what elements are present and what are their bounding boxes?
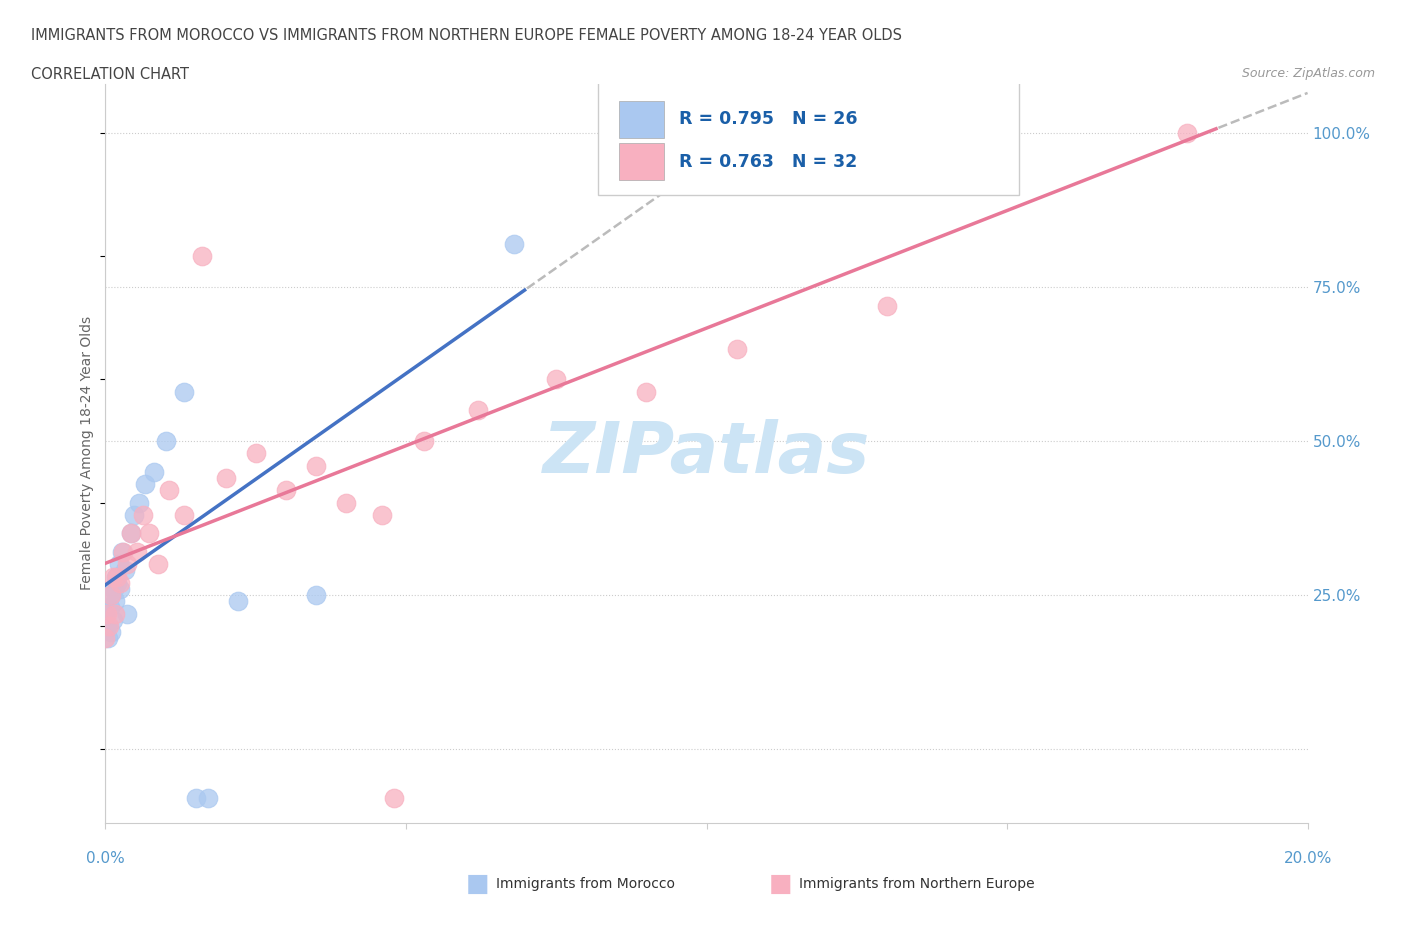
- Point: [132, 508, 155, 523]
- Point: [125, 545, 148, 560]
- Text: 0.0%: 0.0%: [86, 851, 125, 866]
- Point: [245, 446, 267, 461]
- Point: [173, 508, 195, 523]
- Point: [371, 508, 394, 523]
- Point: [120, 526, 142, 541]
- Point: [100, 588, 122, 603]
- Point: [107, 569, 129, 584]
- Point: [110, 581, 132, 596]
- Point: [413, 433, 436, 448]
- Point: [305, 458, 328, 473]
- Point: [98, 618, 121, 633]
- Point: [984, 156, 1007, 171]
- Point: [124, 508, 146, 523]
- Point: [104, 594, 127, 609]
- Point: [382, 790, 405, 805]
- Point: [546, 372, 568, 387]
- Point: [96, 606, 118, 621]
- Point: [197, 790, 219, 805]
- Point: [98, 600, 121, 615]
- Point: [112, 545, 135, 560]
- Point: [138, 526, 160, 541]
- Point: [107, 557, 129, 572]
- Point: [94, 631, 117, 645]
- Point: [114, 563, 136, 578]
- Point: [103, 581, 125, 596]
- Point: [115, 557, 138, 572]
- Point: [335, 495, 357, 510]
- Bar: [619, 143, 665, 180]
- Point: [96, 618, 118, 633]
- Text: ■: ■: [769, 871, 792, 896]
- Text: R = 0.763   N = 32: R = 0.763 N = 32: [679, 153, 858, 171]
- Point: [190, 249, 212, 264]
- Bar: [619, 100, 665, 138]
- Point: [1175, 126, 1198, 140]
- Point: [876, 298, 898, 312]
- Point: [226, 594, 249, 609]
- Text: 20.0%: 20.0%: [1284, 851, 1331, 866]
- Point: [128, 495, 150, 510]
- Point: [503, 236, 526, 251]
- Point: [155, 433, 177, 448]
- Y-axis label: Female Poverty Among 18-24 Year Olds: Female Poverty Among 18-24 Year Olds: [80, 316, 94, 591]
- Point: [101, 612, 124, 627]
- Point: [157, 483, 180, 498]
- Text: ■: ■: [467, 871, 489, 896]
- Text: Immigrants from Morocco: Immigrants from Morocco: [496, 876, 675, 891]
- Point: [104, 606, 127, 621]
- Point: [100, 588, 122, 603]
- Point: [184, 790, 207, 805]
- Text: IMMIGRANTS FROM MOROCCO VS IMMIGRANTS FROM NORTHERN EUROPE FEMALE POVERTY AMONG : IMMIGRANTS FROM MOROCCO VS IMMIGRANTS FR…: [31, 28, 901, 43]
- Point: [134, 477, 156, 492]
- Point: [173, 384, 195, 399]
- Point: [305, 588, 328, 603]
- Text: Source: ZipAtlas.com: Source: ZipAtlas.com: [1241, 67, 1375, 80]
- Point: [111, 545, 134, 560]
- Point: [100, 625, 122, 640]
- Point: [94, 606, 117, 621]
- Point: [725, 341, 748, 356]
- Point: [467, 403, 489, 418]
- Point: [105, 569, 128, 584]
- FancyBboxPatch shape: [599, 80, 1019, 194]
- Text: Immigrants from Northern Europe: Immigrants from Northern Europe: [799, 876, 1035, 891]
- Text: ZIPatlas: ZIPatlas: [543, 418, 870, 488]
- Point: [142, 464, 165, 479]
- Point: [101, 569, 124, 584]
- Point: [115, 606, 138, 621]
- Point: [120, 526, 142, 541]
- Point: [636, 384, 658, 399]
- Point: [110, 576, 132, 591]
- Point: [97, 631, 120, 645]
- Text: CORRELATION CHART: CORRELATION CHART: [31, 67, 188, 82]
- Text: R = 0.795   N = 26: R = 0.795 N = 26: [679, 110, 858, 128]
- Point: [214, 471, 236, 485]
- Point: [148, 557, 170, 572]
- Point: [107, 576, 129, 591]
- Point: [274, 483, 297, 498]
